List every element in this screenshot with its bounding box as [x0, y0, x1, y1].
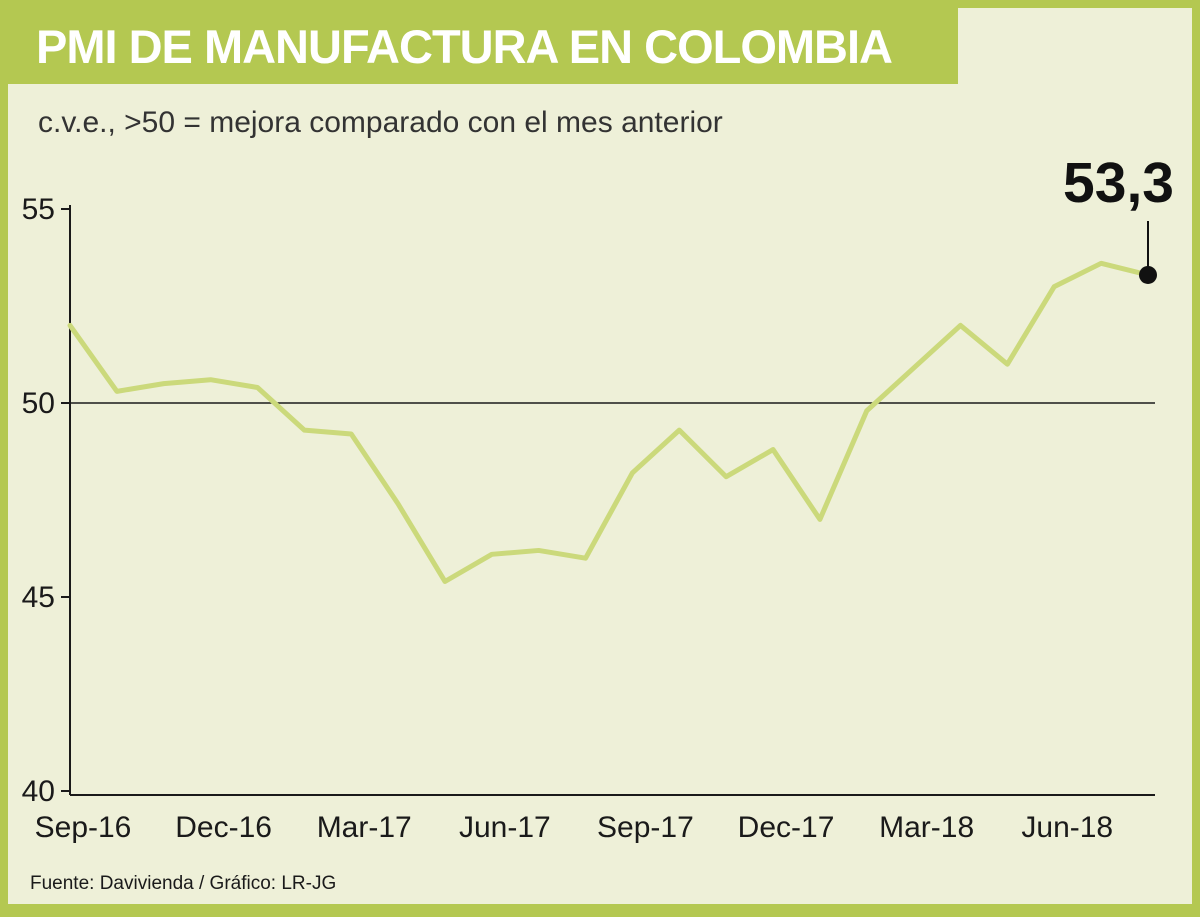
bottom-border [0, 904, 1200, 917]
x-tick-label: Jun-17 [459, 811, 551, 844]
pmi-series-line [67, 260, 1151, 584]
y-tick-label: 55 [22, 193, 55, 226]
page-title: PMI DE MANUFACTURA EN COLOMBIA [36, 19, 893, 73]
x-tick-label: Sep-17 [597, 811, 694, 844]
x-tick-label: Mar-17 [317, 811, 412, 844]
x-tick-label: Jun-18 [1021, 811, 1113, 844]
latest-value-dot [1139, 265, 1157, 284]
latest-value-label: 53,3 [1063, 151, 1174, 215]
x-tick-label: Dec-16 [175, 811, 272, 844]
y-tick-label: 50 [22, 387, 55, 420]
source-credit: Fuente: Davivienda / Gráfico: LR-JG [30, 873, 337, 894]
x-tick-label: Sep-16 [35, 811, 132, 844]
header-band: PMI DE MANUFACTURA EN COLOMBIA [8, 8, 958, 84]
x-tick-label: Dec-17 [738, 811, 835, 844]
y-tick-label: 45 [22, 581, 55, 614]
left-border [0, 0, 8, 917]
top-border [0, 0, 1200, 8]
right-border [1192, 0, 1200, 917]
y-tick-label: 40 [22, 775, 55, 808]
x-tick-label: Mar-18 [879, 811, 974, 844]
chart-subtitle: c.v.e., >50 = mejora comparado con el me… [38, 106, 723, 139]
